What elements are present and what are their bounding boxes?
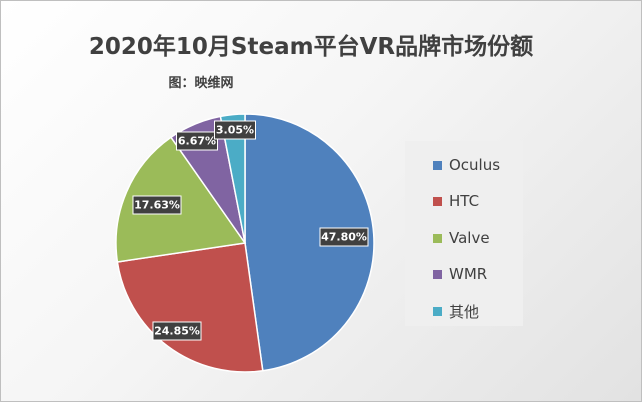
legend-swatch <box>433 160 442 170</box>
chart-title: 2020年10月Steam平台VR品牌市场份额 <box>88 34 534 60</box>
legend-swatch <box>433 233 442 243</box>
pie-slice-其他 <box>219 113 246 244</box>
svg-text:3.05%: 3.05% <box>216 124 254 137</box>
legend-item-htc: HTC <box>433 191 479 211</box>
legend-label: 其他 <box>449 302 480 321</box>
legend-label: Valve <box>449 229 490 247</box>
svg-text:24.85%: 24.85% <box>154 325 200 338</box>
legend-swatch <box>433 306 442 316</box>
legend-item-其他: 其他 <box>433 301 479 321</box>
data-label-wmr: 6.67% <box>176 131 218 151</box>
legend-item-valve: Valve <box>433 228 490 248</box>
legend-item-wmr: WMR <box>433 264 487 284</box>
data-label-oculus: 47.80% <box>319 227 369 247</box>
data-label-其他: 3.05% <box>214 120 256 140</box>
legend: Oculus HTC Valve WMR 其他 <box>405 141 523 326</box>
svg-text:6.67%: 6.67% <box>178 135 216 148</box>
pie-slice-oculus <box>244 113 375 372</box>
chart-subtitle: 图：映维网 <box>168 76 234 91</box>
svg-text:47.80%: 47.80% <box>321 231 367 244</box>
legend-swatch <box>433 196 442 206</box>
legend-item-oculus: Oculus <box>433 155 500 175</box>
pie-slice-htc <box>116 242 264 373</box>
data-label-htc: 24.85% <box>152 321 202 341</box>
legend-label: Oculus <box>449 156 501 174</box>
legend-label: WMR <box>449 265 488 283</box>
legend-label: HTC <box>449 192 480 210</box>
data-label-valve: 17.63% <box>132 195 182 215</box>
svg-text:17.63%: 17.63% <box>134 199 180 212</box>
legend-swatch <box>433 269 442 279</box>
